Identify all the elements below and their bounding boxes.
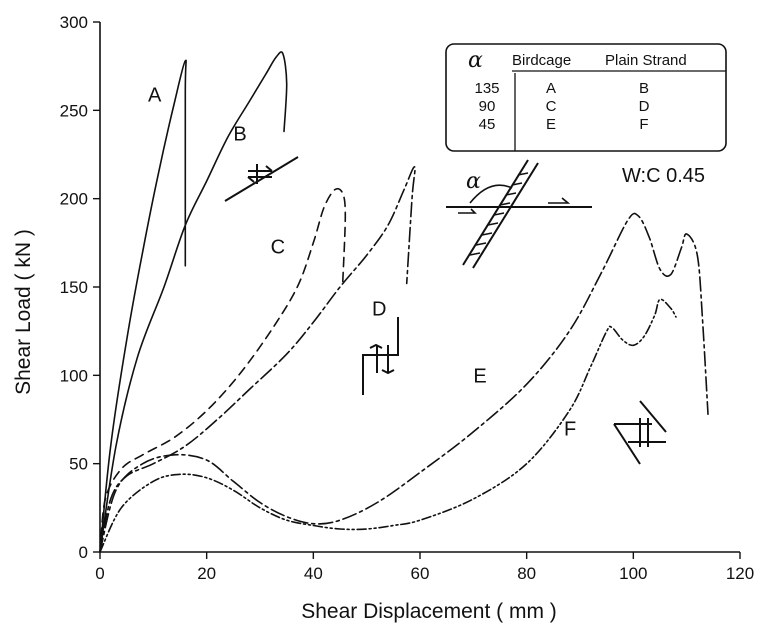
curve-f — [99, 298, 677, 553]
curve-label-f: F — [564, 418, 576, 440]
curve-label-c: C — [271, 236, 285, 258]
legend-plain-value: D — [639, 98, 650, 115]
strand-alpha-diagram-icon: α — [446, 159, 592, 269]
legend-alpha-value: 90 — [479, 98, 496, 115]
legend-plain-head: Plain Strand — [605, 52, 687, 69]
curve-labels: A B C D E F — [148, 85, 576, 441]
wc-ratio-annotation: W:C 0.45 — [622, 165, 705, 187]
tick-marks: 0 20 40 60 80 100 120 0 50 100 150 200 250 300 — [60, 13, 755, 583]
y-tick-label: 100 — [60, 366, 88, 385]
x-tick-label: 100 — [619, 564, 647, 583]
legend-birdcage-value: C — [546, 98, 557, 115]
x-tick-label: 0 — [95, 564, 104, 583]
curve-d — [99, 166, 416, 553]
y-tick-label: 250 — [60, 101, 88, 120]
legend-alpha-value: 45 — [479, 116, 496, 133]
legend-birdcage-head: Birdcage — [512, 52, 571, 69]
x-tick-label: 80 — [517, 564, 536, 583]
glyph-45-icon — [613, 400, 667, 465]
y-tick-label: 300 — [60, 13, 88, 32]
x-axis-label: Shear Displacement ( mm ) — [301, 600, 557, 623]
y-axis-label: Shear Load ( kN ) — [12, 229, 35, 395]
legend-plain-value: F — [639, 116, 648, 133]
legend-birdcage-value: A — [546, 80, 556, 97]
x-tick-label: 20 — [197, 564, 216, 583]
legend: α Birdcage Plain Strand 135 A B 90 C D 45 E F — [445, 43, 727, 152]
series-curves — [99, 51, 709, 553]
y-tick-label: 200 — [60, 190, 88, 209]
y-tick-label: 50 — [69, 455, 88, 474]
legend-alpha-head: α — [468, 48, 483, 73]
glyph-90-icon — [362, 317, 399, 395]
curve-b — [99, 51, 288, 553]
legend-birdcage-value: E — [546, 116, 556, 133]
y-tick-label: 150 — [60, 278, 88, 297]
glyph-135-icon — [224, 156, 299, 202]
y-tick-label: 0 — [79, 543, 88, 562]
curve-label-a: A — [148, 85, 162, 107]
x-tick-label: 60 — [411, 564, 430, 583]
curve-label-e: E — [473, 365, 486, 387]
x-tick-label: 40 — [304, 564, 323, 583]
x-tick-label: 120 — [726, 564, 754, 583]
alpha-symbol: α — [466, 169, 481, 194]
curve-a — [99, 59, 187, 553]
curve-label-d: D — [372, 298, 386, 320]
legend-alpha-value: 135 — [474, 80, 499, 97]
curve-label-b: B — [233, 123, 246, 145]
legend-rows: 135 A B 90 C D 45 E F — [474, 80, 649, 133]
curve-c — [99, 187, 347, 553]
curve-e — [99, 212, 709, 553]
legend-plain-value: B — [639, 80, 649, 97]
